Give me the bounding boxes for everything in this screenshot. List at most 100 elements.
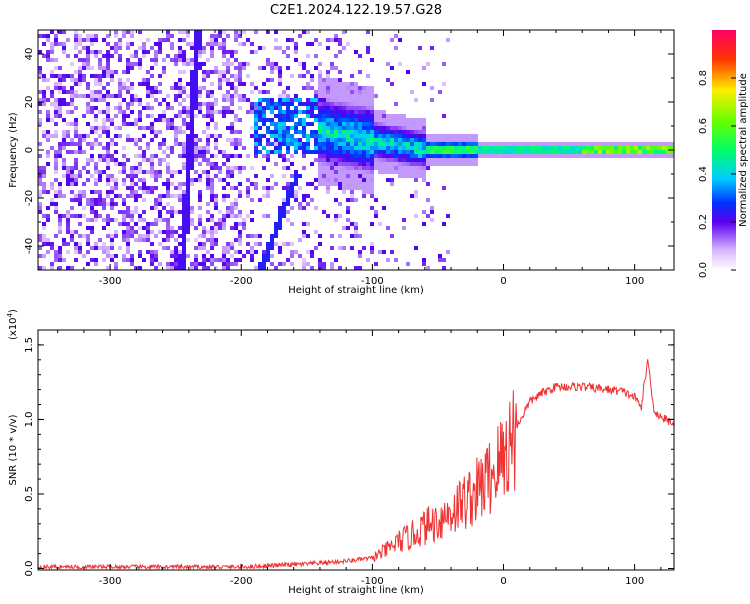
spectrogram-cell bbox=[70, 170, 74, 174]
spectrogram-cell bbox=[386, 154, 390, 158]
spectrogram-cell bbox=[166, 30, 170, 34]
spectrogram-cell bbox=[98, 110, 102, 114]
spectrogram-cell bbox=[126, 258, 130, 262]
spectrogram-cell bbox=[102, 206, 106, 210]
spectrogram-cell bbox=[290, 138, 294, 142]
spectrogram-cell bbox=[74, 54, 78, 58]
spectrogram-cell bbox=[38, 210, 42, 214]
spectrogram-cell bbox=[210, 218, 214, 222]
spectrogram-cell bbox=[186, 178, 190, 182]
spectrogram-cell bbox=[430, 138, 434, 142]
spectrogram-cell bbox=[254, 154, 258, 158]
spectrogram-cell bbox=[190, 158, 194, 162]
spectrogram-cell bbox=[366, 174, 370, 178]
spectrogram-cell bbox=[38, 166, 42, 170]
spectrogram-cell bbox=[222, 94, 226, 98]
spectrogram-cell bbox=[322, 130, 326, 134]
spectrogram-cell bbox=[342, 114, 346, 118]
spectrogram-cell bbox=[106, 118, 110, 122]
spectrogram-cell bbox=[386, 130, 390, 134]
spectrogram-cell bbox=[182, 162, 186, 166]
spectrogram-cell bbox=[130, 110, 134, 114]
spectrogram-cell bbox=[298, 130, 302, 134]
spectrogram-cell bbox=[82, 234, 86, 238]
spectrogram-cell bbox=[62, 166, 66, 170]
spectrogram-cell bbox=[302, 150, 306, 154]
spectrogram-cell bbox=[362, 118, 366, 122]
spectrogram-cell bbox=[122, 98, 126, 102]
spectrogram-cell bbox=[338, 162, 342, 166]
snr-x-tick-label: 0 bbox=[500, 576, 506, 587]
spectrogram-cell bbox=[322, 122, 326, 126]
spectrogram-cell bbox=[238, 82, 242, 86]
spectrogram-cell bbox=[346, 162, 350, 166]
spectrogram-cell bbox=[314, 102, 318, 106]
spectrogram-cell bbox=[194, 74, 198, 78]
spectrogram-cell bbox=[106, 254, 110, 258]
spectrogram-cell bbox=[74, 46, 78, 50]
spectrogram-cell bbox=[534, 146, 538, 150]
spectrogram-cell bbox=[142, 134, 146, 138]
spectrogram-cell bbox=[298, 138, 302, 142]
spectrogram-cell bbox=[406, 166, 410, 170]
spectrogram-cell bbox=[362, 130, 366, 134]
spectrogram-cell bbox=[278, 94, 282, 98]
spectrogram-cell bbox=[186, 230, 190, 234]
spectrogram-cell bbox=[326, 118, 330, 122]
spectrogram-cell bbox=[50, 70, 54, 74]
spectrogram-cell bbox=[374, 150, 378, 154]
spectrogram-cell bbox=[154, 198, 158, 202]
spectrogram-cell bbox=[382, 122, 386, 126]
spectrogram-cell bbox=[174, 266, 178, 270]
spectrogram-cell bbox=[286, 242, 290, 246]
spectrogram-cell bbox=[186, 158, 190, 162]
spectrogram-cell bbox=[294, 170, 298, 174]
spectrogram-cell bbox=[90, 110, 94, 114]
spectrogram-cell bbox=[322, 178, 326, 182]
spectrogram-cell bbox=[346, 154, 350, 158]
spectrogram-cell bbox=[394, 46, 398, 50]
spectrogram-cell bbox=[138, 214, 142, 218]
spectrogram-cell bbox=[418, 46, 422, 50]
spectrogram-cell bbox=[90, 246, 94, 250]
spectrogram-cell bbox=[326, 86, 330, 90]
spectrogram-cell bbox=[466, 146, 470, 150]
spectrogram-cell bbox=[346, 94, 350, 98]
spectrogram-cell bbox=[422, 158, 426, 162]
spectrogram-cell bbox=[662, 142, 666, 146]
spectrogram-cell bbox=[74, 122, 78, 126]
spectrogram-cell bbox=[74, 246, 78, 250]
spectrogram-cell bbox=[442, 142, 446, 146]
spectrogram-cell bbox=[58, 146, 62, 150]
spectrogram-cell bbox=[178, 266, 182, 270]
spectrogram-cell bbox=[634, 146, 638, 150]
spectrogram-cell bbox=[366, 138, 370, 142]
spectrogram-cell bbox=[442, 258, 446, 262]
spectrogram-cell bbox=[362, 170, 366, 174]
spectrogram-cell bbox=[226, 166, 230, 170]
spectrogram-cell bbox=[334, 130, 338, 134]
spectrogram-cell bbox=[386, 226, 390, 230]
spectrogram-cell bbox=[290, 162, 294, 166]
spectrogram-cell bbox=[190, 162, 194, 166]
spectrogram-cell bbox=[438, 158, 442, 162]
spectrogram-cell bbox=[110, 238, 114, 242]
spectrogram-cell bbox=[70, 90, 74, 94]
spectrogram-cell bbox=[422, 258, 426, 262]
spectrogram-cell bbox=[134, 238, 138, 242]
spectrogram-cell bbox=[174, 230, 178, 234]
spectrogram-cell bbox=[438, 146, 442, 150]
spectrogram-cell bbox=[358, 102, 362, 106]
spectrogram-cell bbox=[338, 70, 342, 74]
spectrogram-cell bbox=[122, 86, 126, 90]
spectrogram-cell bbox=[322, 146, 326, 150]
spectrogram-cell bbox=[274, 222, 278, 226]
spectrogram-cell bbox=[306, 82, 310, 86]
spectrogram-cell bbox=[74, 38, 78, 42]
spectrogram-cell bbox=[390, 130, 394, 134]
spectrogram-cell bbox=[182, 238, 186, 242]
spectrogram-cell bbox=[650, 146, 654, 150]
spectrogram-cell bbox=[546, 150, 550, 154]
spectrogram-cell bbox=[122, 146, 126, 150]
spectrogram-cell bbox=[358, 146, 362, 150]
